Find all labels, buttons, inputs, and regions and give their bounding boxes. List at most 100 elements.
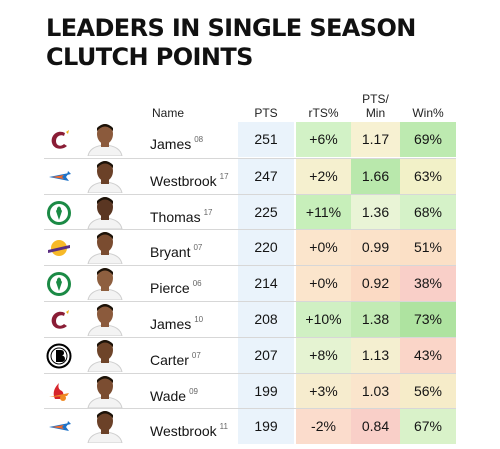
season-year: 17 [219,171,229,181]
column-header-name: Name [152,106,185,120]
season-year: 11 [219,422,228,432]
player-headshot [84,409,126,444]
pts-per-min-cell: 1.36 [351,194,400,230]
player-name: Wade 09 [150,374,198,409]
pts-per-min-cell: 0.99 [351,230,400,266]
table-row: James 08 251 +6% 1.17 69% [44,122,456,158]
player-name-text: Thomas [150,208,201,225]
pts-per-min-cell: 0.84 [351,409,400,445]
column-header-pts-per-min: PTS/Min [351,88,400,120]
win-pct-cell: 43% [400,337,456,373]
rts-cell: -2% [296,409,351,445]
season-year: 06 [192,279,202,289]
player-name: Pierce 06 [150,266,202,301]
celtics-logo-icon [46,200,72,226]
column-header-pts-per-min-line1: PTS/ [362,92,389,106]
season-year: 07 [193,243,203,253]
table-row: Carter 07 207 +8% 1.13 43% [44,336,456,373]
nets-logo-icon [46,343,72,369]
pts-cell: 199 [238,409,294,445]
win-pct-cell: 63% [400,158,456,194]
player-headshot [84,338,126,373]
pts-cell: 247 [238,158,294,194]
player-name: Carter 07 [150,338,201,373]
table-row: Bryant 07 220 +0% 0.99 51% [44,229,456,266]
player-headshot [84,374,126,409]
pts-cell: 225 [238,194,294,230]
pts-cell: 199 [238,373,294,409]
rts-cell: +0% [296,230,351,266]
pts-per-min-cell: 1.38 [351,301,400,337]
cavaliers-logo-icon [46,307,72,333]
win-pct-cell: 38% [400,266,456,302]
win-pct-cell: 56% [400,373,456,409]
cavaliers-logo-icon [46,127,72,153]
table-row: Wade 09 199 +3% 1.03 56% [44,372,456,409]
player-headshot [84,230,126,265]
win-pct-cell: 73% [400,301,456,337]
pts-cell: 214 [238,266,294,302]
title-line-2: CLUTCH POINTS [46,43,253,71]
season-year: 10 [194,314,204,324]
player-headshot [84,266,126,301]
pts-per-min-cell: 0.92 [351,266,400,302]
column-header-pts: PTS [254,106,278,120]
player-name-text: James [150,315,192,332]
player-headshot [84,195,126,230]
rts-cell: +8% [296,337,351,373]
player-name-text: Pierce [150,280,190,297]
player-name: James 08 [150,122,203,157]
player-headshot [84,159,126,194]
column-header-win-pct: Win% [412,106,444,120]
player-name: James 10 [150,302,203,337]
pts-per-min-cell: 1.13 [351,337,400,373]
pts-cell: 251 [238,122,294,157]
season-year: 07 [191,350,201,360]
rts-cell: +3% [296,373,351,409]
player-name: Westbrook 11 [150,409,228,444]
player-headshot [84,302,126,337]
pts-cell: 207 [238,337,294,373]
player-headshot [84,122,126,157]
thunder-logo-icon [46,414,72,440]
win-pct-cell: 69% [400,122,456,157]
season-year: 09 [189,386,198,396]
pts-cell: 208 [238,301,294,337]
rts-cell: +0% [296,266,351,302]
player-name: Thomas 17 [150,195,212,230]
rts-cell: +2% [296,158,351,194]
player-name-text: Carter [150,351,189,368]
rts-cell: +6% [296,122,351,157]
pts-cell: 220 [238,230,294,266]
win-pct-cell: 68% [400,194,456,230]
season-year: 08 [194,135,204,144]
table-row: Thomas 17 225 +11% 1.36 68% [44,193,456,230]
player-name-text: Westbrook [150,423,217,440]
rts-cell: +10% [296,301,351,337]
table-row: James 10 208 +10% 1.38 73% [44,300,456,337]
win-pct-cell: 51% [400,230,456,266]
celtics-logo-icon [46,271,72,297]
season-year: 17 [203,207,213,217]
heat-logo-icon [46,379,72,405]
table-row: Westbrook 17 247 +2% 1.66 63% [44,157,456,194]
player-name-text: Westbrook [150,172,217,189]
player-name-text: Wade [150,387,187,404]
player-name: Bryant 07 [150,230,202,265]
player-name-text: Bryant [150,244,191,261]
player-name-text: James [150,136,192,152]
player-name: Westbrook 17 [150,159,229,194]
pts-per-min-cell: 1.03 [351,373,400,409]
leaders-table: James 08 251 +6% 1.17 69% Westbrook 17 247 +2% 1.6… [44,122,456,445]
rts-cell: +11% [296,194,351,230]
title-line-1: LEADERS IN SINGLE SEASON [46,14,416,42]
pts-per-min-cell: 1.17 [351,122,400,157]
table-row: Westbrook 11 199 -2% 0.84 67% [44,408,456,445]
page-title: LEADERS IN SINGLE SEASON CLUTCH POINTS [46,14,416,72]
pts-per-min-cell: 1.66 [351,158,400,194]
thunder-logo-icon [46,164,72,190]
lakers-logo-icon [46,235,72,261]
column-header-rts: rTS% [308,106,339,120]
column-header-pts-per-min-line2: Min [365,106,386,120]
win-pct-cell: 67% [400,409,456,445]
